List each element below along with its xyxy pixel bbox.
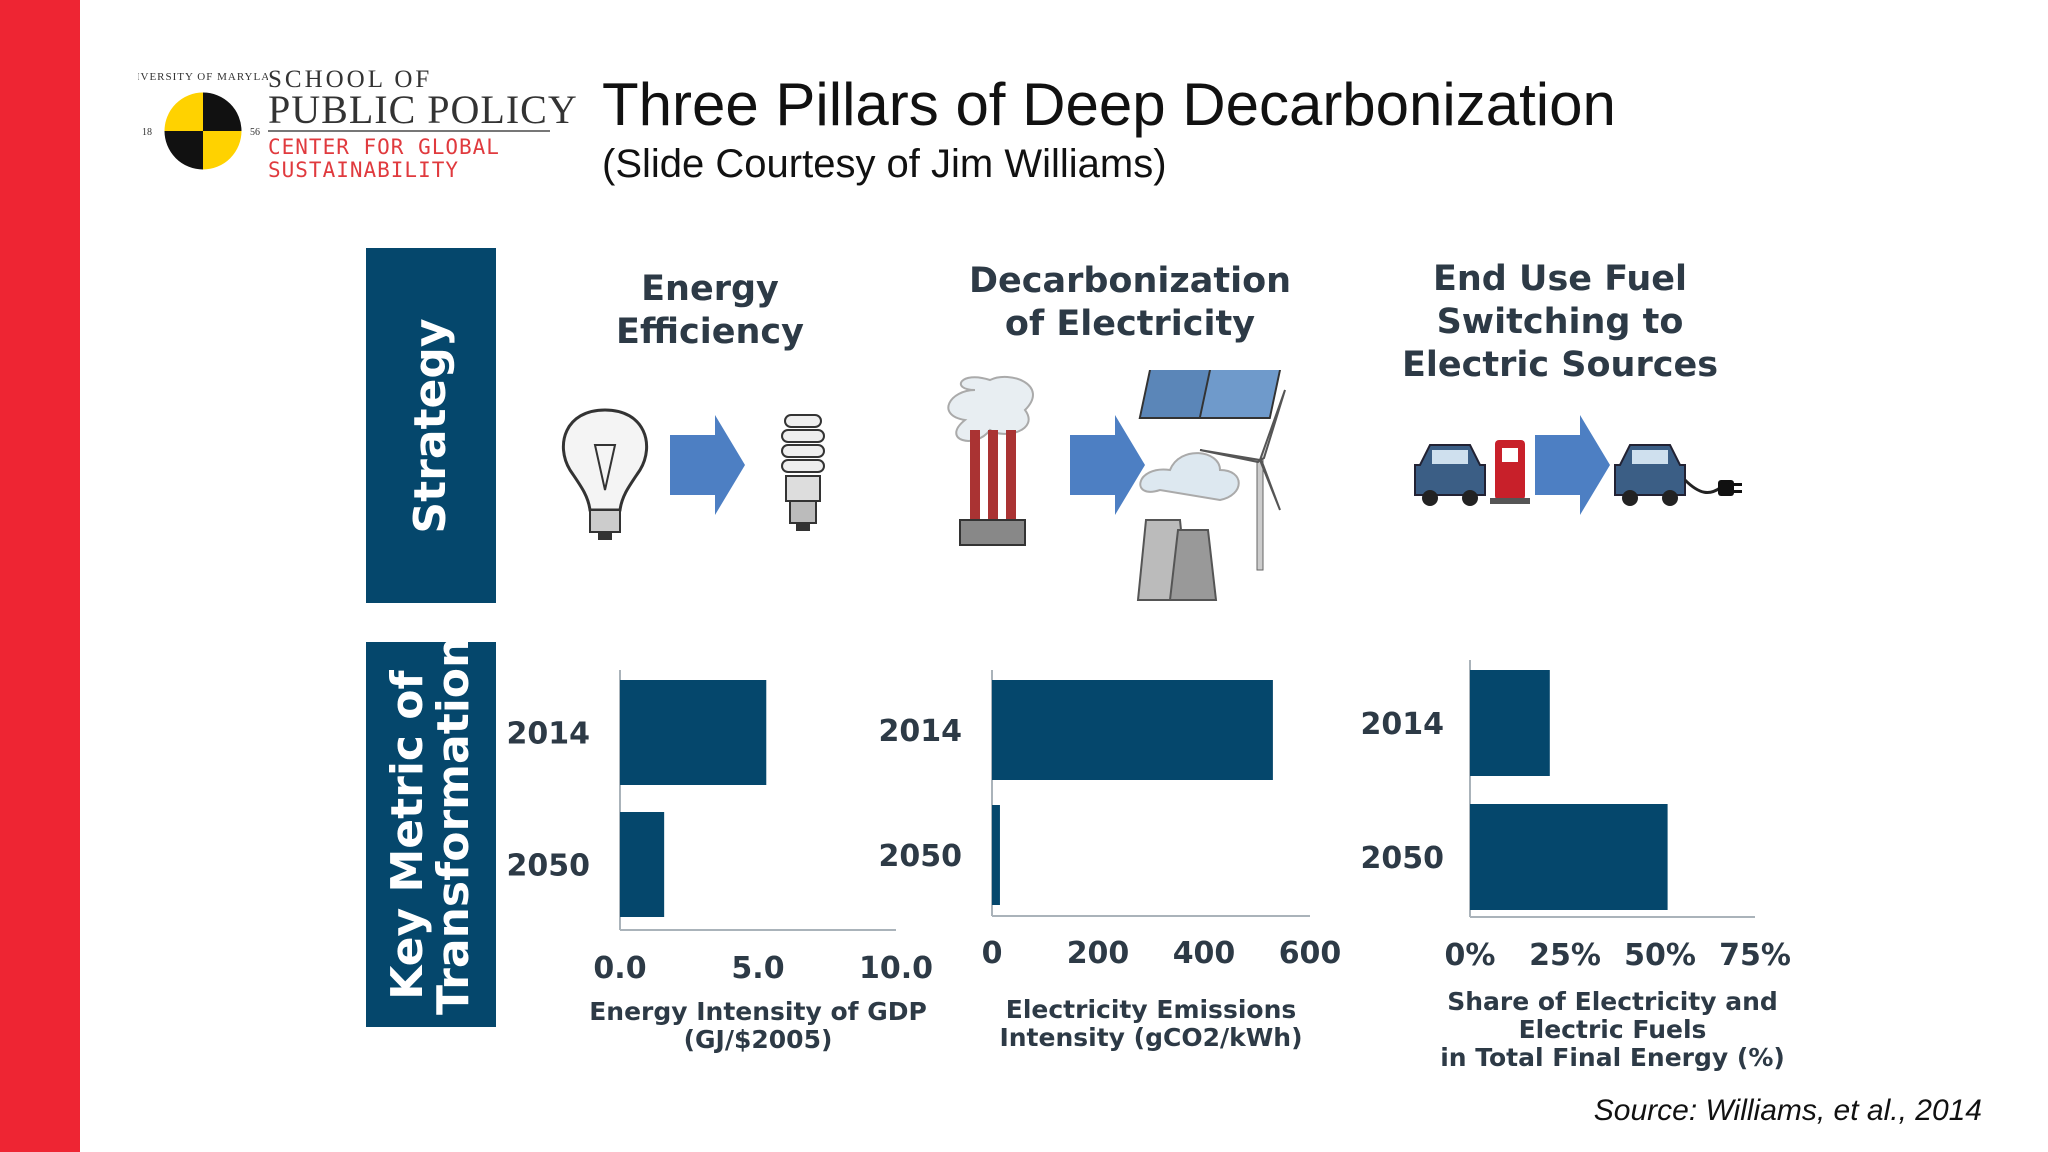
- chart-0-x-axis-label: Energy Intensity of GDP (GJ/$2005): [589, 997, 927, 1054]
- chart-2-x-axis-label-line: Share of Electricity and: [1447, 987, 1778, 1016]
- chart-2-tick-label: 50%: [1624, 938, 1696, 973]
- seal-text: UNIVERSITY OF MARYLAND: [138, 71, 268, 83]
- strategy-row-label: Strategy: [366, 248, 496, 603]
- pillar-heading-decarbonization: Decarbonization of Electricity: [968, 261, 1292, 344]
- slide-subtitle: (Slide Courtesy of Jim Williams): [602, 142, 1167, 186]
- arrow-right-icon-3: [1535, 415, 1610, 515]
- accent-bar: [0, 0, 80, 1152]
- gas-pump-icon: [1490, 440, 1530, 504]
- seal-year-left: 18: [142, 127, 152, 138]
- logo-center-line1: CENTER FOR GLOBAL: [268, 135, 500, 159]
- chart-2-tick-label: 75%: [1719, 938, 1791, 973]
- strategy-icons: [561, 370, 1742, 601]
- chart-0-bar-2050: [620, 812, 665, 917]
- logo-school-line1: SCHOOL OF: [268, 66, 433, 93]
- chart-0-tick-label: 10.0: [859, 951, 933, 986]
- arrow-right-icon: [670, 415, 745, 515]
- incandescent-bulb-icon: [561, 408, 649, 540]
- chart-1-category-label: 2014: [879, 714, 963, 749]
- chart-1-x-axis-label-line: Intensity (gCO2/kWh): [999, 1023, 1302, 1052]
- chart-0-category-label: 2014: [507, 717, 591, 752]
- chart-1-tick-label: 0: [982, 936, 1003, 971]
- chart-1-tick-label: 400: [1173, 936, 1236, 971]
- chart-2-bar-2050: [1470, 804, 1668, 910]
- pillar-heading-efficiency: Energy Efficiency: [616, 269, 804, 352]
- chart-2-x-axis-label: Share of Electricity and Electric Fuels in…: [1440, 987, 1785, 1072]
- solar-panel-icon: [1138, 370, 1282, 419]
- chart-1-category-label: 2050: [879, 839, 963, 874]
- seal-year-right: 56: [250, 127, 260, 138]
- chart-0-bar-2014: [620, 680, 767, 785]
- chart-1-x-axis-label-line: Electricity Emissions: [1006, 995, 1297, 1024]
- chart-1-tick-label: 200: [1067, 936, 1130, 971]
- university-logo: UNIVERSITY OF MARYLAND 18 56 SCHOOL OF P…: [138, 66, 577, 196]
- electric-car-icon: [1614, 444, 1686, 506]
- slide-title: Three Pillars of Deep Decarbonization: [602, 71, 1616, 138]
- logo-divider: [268, 130, 550, 132]
- plug-icon: [1683, 478, 1742, 496]
- chart-1-bar-2050: [992, 805, 1000, 905]
- chart-1-x-axis-label: Electricity Emissions Intensity (gCO2/kWh…: [999, 995, 1302, 1052]
- chart-2-x-axis-label-line: Electric Fuels: [1519, 1015, 1707, 1044]
- nuclear-plant-icon: [1136, 452, 1240, 601]
- chart-0-tick-label: 5.0: [731, 951, 784, 986]
- chart-0-category-label: 2050: [507, 849, 591, 884]
- chart-0-x-axis-label-line: (GJ/$2005): [684, 1025, 833, 1054]
- smokestack-icon: [947, 375, 1034, 546]
- logo-school-line2: PUBLIC POLICY: [268, 87, 578, 132]
- source-citation: Source: Williams, et al., 2014: [1593, 1094, 1982, 1127]
- chart-2-tick-label: 25%: [1529, 938, 1601, 973]
- metric-row-label: Key Metric of Transformation: [366, 636, 496, 1027]
- chart-0-x-axis-label-line: Energy Intensity of GDP: [589, 997, 927, 1026]
- wind-turbine-icon: [1199, 389, 1286, 571]
- chart-2-bar-2014: [1470, 670, 1550, 776]
- pillar-heading-fuel-switching: End Use Fuel Switching to Electric Sourc…: [1401, 259, 1719, 385]
- chart-2-category-label: 2014: [1361, 707, 1445, 742]
- car-icon: [1414, 444, 1486, 506]
- chart-2-x-axis-label-line: in Total Final Energy (%): [1440, 1043, 1785, 1072]
- chart-2-tick-label: 0%: [1445, 938, 1496, 973]
- chart-1-bar-2014: [992, 680, 1273, 780]
- chart-1-tick-label: 600: [1279, 936, 1342, 971]
- arrow-right-icon-2: [1070, 415, 1145, 515]
- chart-0-tick-label: 0.0: [593, 951, 646, 986]
- maryland-seal-icon: UNIVERSITY OF MARYLAND 18 56: [138, 71, 268, 173]
- chart-2-category-label: 2050: [1361, 841, 1445, 876]
- logo-center-line2: SUSTAINABILITY: [268, 158, 460, 182]
- cfl-bulb-icon: [781, 414, 825, 531]
